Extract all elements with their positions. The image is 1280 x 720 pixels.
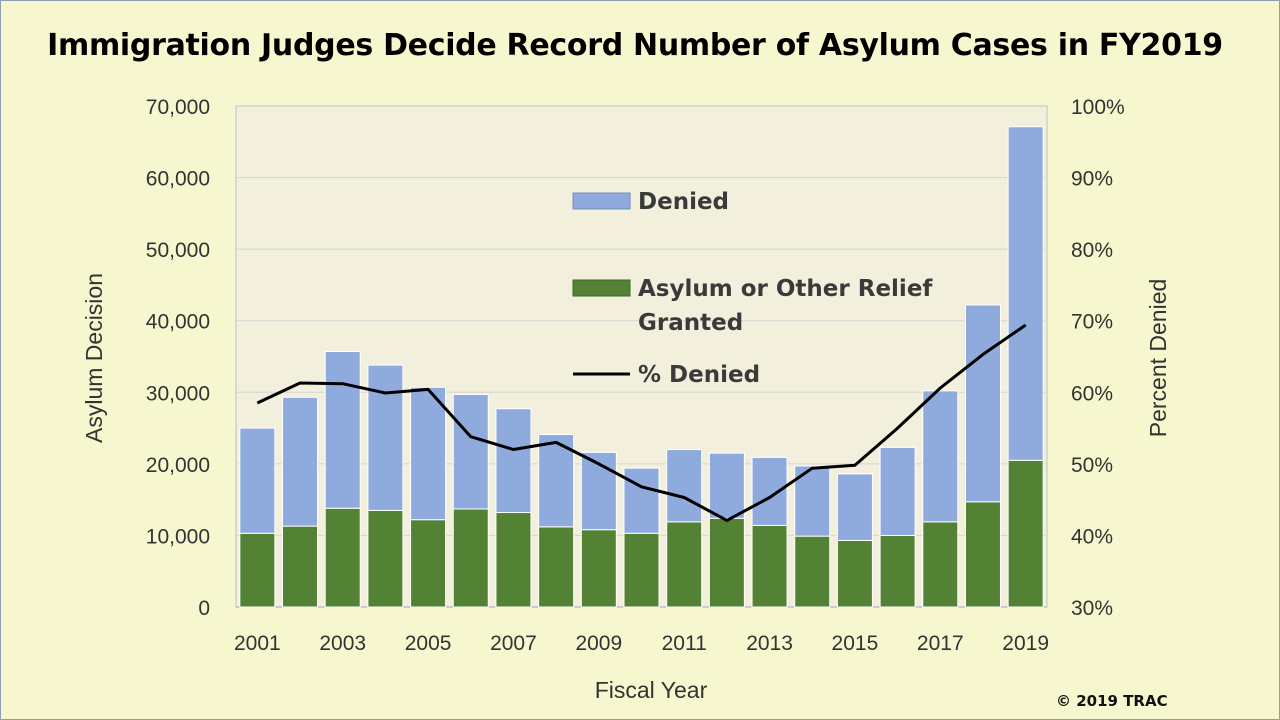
bar-denied-2012 [708, 452, 745, 519]
x-tick-label: 2017 [917, 632, 964, 655]
x-tick-label: 2019 [1002, 632, 1049, 655]
bar-granted-2001 [239, 532, 276, 608]
x-tick-label: 2015 [832, 632, 879, 655]
bar-granted-2011 [666, 521, 703, 608]
x-axis-title: Fiscal Year [595, 677, 708, 703]
percent-denied-polyline [256, 323, 1027, 522]
bar-denied-2019 [1007, 126, 1044, 461]
y-axis-left: 0 10,000 20,000 30,000 40,000 50,000 60,000 70,… [146, 96, 210, 620]
y2-tick-label: 50% [1071, 454, 1113, 477]
y-tick-label: 0 [198, 597, 210, 620]
y-tick-label: 20,000 [146, 454, 210, 477]
y-tick-label: 30,000 [146, 382, 210, 405]
bar-granted-2013 [751, 524, 788, 608]
bar-granted-2019 [1007, 459, 1044, 608]
bar-denied-2015 [836, 473, 873, 541]
bar-granted-2017 [922, 521, 959, 608]
bar-denied-2013 [751, 456, 788, 526]
y-tick-label: 40,000 [146, 311, 210, 334]
x-tick-label: 2001 [234, 632, 281, 655]
y-tick-label: 70,000 [146, 96, 210, 119]
bar-denied-2016 [879, 446, 916, 536]
x-tick-label: 2011 [662, 632, 707, 655]
bar-denied-2017 [922, 390, 959, 523]
bar-denied-2003 [324, 350, 361, 509]
bar-denied-2001 [239, 427, 276, 534]
bar-granted-2012 [708, 517, 745, 608]
bar-granted-2010 [623, 532, 660, 608]
bar-granted-2018 [964, 501, 1001, 608]
bar-granted-2008 [538, 526, 575, 608]
legend-swatch-granted [572, 279, 631, 297]
copyright-notice: © 2019 TRAC [1056, 692, 1168, 710]
y2-tick-label: 40% [1071, 525, 1113, 548]
bar-granted-2015 [836, 539, 873, 608]
bar-granted-2004 [367, 509, 404, 608]
bar-denied-2002 [282, 396, 319, 527]
y2-axis-title: Percent Denied [1145, 279, 1171, 438]
legend: Denied Asylum or Other Relief Granted % … [572, 189, 933, 388]
bars [239, 126, 1044, 608]
y2-tick-label: 70% [1071, 311, 1113, 334]
x-tick-label: 2007 [490, 632, 537, 655]
y-axis-title: Asylum Decision [81, 273, 107, 443]
legend-swatch-denied [572, 192, 631, 210]
y-tick-label: 10,000 [146, 525, 210, 548]
bar-granted-2014 [794, 535, 831, 608]
bar-granted-2002 [282, 525, 319, 608]
bar-granted-2006 [452, 508, 489, 608]
y-axis-right: 30% 40% 50% 60% 70% 80% 90% 100% [1071, 96, 1125, 620]
bar-denied-2007 [495, 408, 532, 514]
y2-tick-label: 100% [1071, 96, 1125, 119]
y-tick-label: 50,000 [146, 239, 210, 262]
legend-label-denied: Denied [638, 189, 729, 215]
x-tick-label: 2003 [319, 632, 366, 655]
bar-denied-2018 [964, 304, 1001, 503]
y2-tick-label: 30% [1071, 597, 1113, 620]
y-tick-label: 60,000 [146, 168, 210, 191]
bar-denied-2005 [410, 386, 447, 521]
bar-denied-2006 [452, 393, 489, 510]
x-tick-label: 2013 [746, 632, 793, 655]
bar-denied-2011 [666, 449, 703, 523]
y2-tick-label: 90% [1071, 168, 1113, 191]
bar-denied-2010 [623, 467, 660, 534]
bar-granted-2016 [879, 534, 916, 608]
bar-granted-2007 [495, 512, 532, 608]
legend-label-granted-2: Granted [638, 310, 743, 336]
x-tick-label: 2009 [575, 632, 622, 655]
legend-label-pct: % Denied [638, 362, 760, 388]
y2-tick-label: 60% [1071, 382, 1113, 405]
x-tick-label: 2005 [405, 632, 452, 655]
chart-title: Immigration Judges Decide Record Number … [47, 28, 1223, 63]
bar-granted-2005 [410, 519, 447, 608]
y2-tick-label: 80% [1071, 239, 1113, 262]
bar-granted-2009 [580, 529, 617, 608]
percent-denied-line [256, 323, 1027, 522]
x-axis: 2001 2003 2005 2007 2009 2011 2013 2015 2017 2019 [234, 632, 1049, 655]
bar-granted-2003 [324, 507, 361, 608]
legend-label-granted-1: Asylum or Other Relief [638, 276, 933, 302]
bar-denied-2004 [367, 364, 404, 511]
